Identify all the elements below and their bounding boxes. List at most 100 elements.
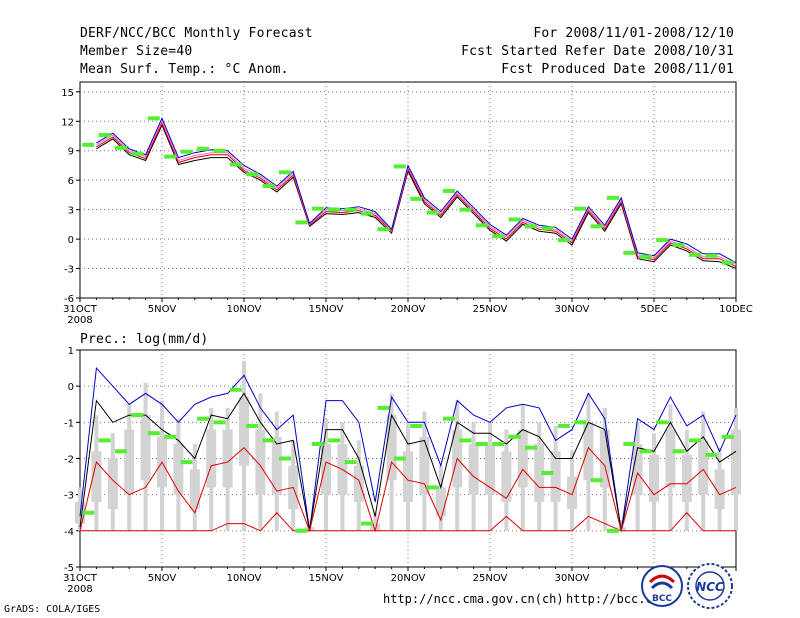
prec-ensemble-marker <box>361 521 373 526</box>
prec-ensemble-marker <box>639 449 652 454</box>
prec-whisker <box>619 519 624 531</box>
grads-credit: GrADS: COLA/IGES <box>4 604 101 615</box>
prec-box <box>353 465 364 502</box>
temp-xtick-label: 30NOV <box>555 304 590 315</box>
prec-ensemble-marker <box>525 445 537 450</box>
prec-xtick-label: 31OCT <box>63 573 98 584</box>
prec-ytick-label: -1 <box>64 418 74 429</box>
chart-title: DERF/NCC/BCC Monthly Forecast <box>80 26 313 41</box>
temp-ensemble-marker <box>295 220 308 225</box>
temp-ytick-label: 3 <box>68 206 74 217</box>
temp-ensemble-marker <box>82 142 95 147</box>
prec-whisker <box>373 512 378 531</box>
ncc-url-link[interactable]: http://ncc.cma.gov.cn(ch) <box>383 592 564 606</box>
temp-year-label: 2008 <box>67 315 92 326</box>
temp-ensemble-marker <box>279 170 291 175</box>
temp-ensemble-marker <box>426 210 439 215</box>
prec-series-red-low <box>80 512 736 532</box>
prec-box <box>517 429 528 488</box>
prec-box <box>534 444 545 502</box>
prec-box <box>567 476 577 510</box>
temp-ensemble-marker <box>98 133 111 138</box>
prec-box <box>271 436 282 495</box>
temp-ensemble-marker <box>475 223 488 228</box>
prec-box <box>583 422 594 481</box>
temp-ensemble-marker <box>541 226 554 231</box>
temp-ensemble-marker <box>574 206 587 211</box>
temp-ensemble-marker <box>410 196 423 201</box>
prec-box <box>206 429 217 488</box>
temp-xtick-label: 15NOV <box>309 304 344 315</box>
temp-ensemble-marker <box>639 254 652 259</box>
prec-year-label: 2008 <box>67 584 92 595</box>
prec-ensemble-marker <box>574 420 587 425</box>
temp-ensemble-marker <box>164 154 177 159</box>
temp-ensemble-marker <box>361 211 373 216</box>
prec-ensemble-marker <box>82 510 95 515</box>
temp-ensemble-marker <box>705 253 718 258</box>
temp-ytick-label: 15 <box>61 88 74 99</box>
prec-box <box>714 469 725 510</box>
prec-whisker <box>307 519 312 531</box>
temp-ytick-label: 9 <box>68 147 74 158</box>
prec-xtick-label: 30NOV <box>555 573 590 584</box>
prec-ensemble-marker <box>229 387 242 392</box>
prec-ensemble-marker <box>705 452 718 457</box>
prec-ensemble-marker <box>492 442 505 447</box>
prec-ensemble-marker <box>164 434 177 439</box>
temp-ensemble-marker <box>229 162 242 167</box>
forecast-start-date: Fcst Started Refer Date 2008/10/31 <box>461 44 734 59</box>
temp-ensemble-marker <box>262 184 275 189</box>
temp-series-red <box>96 121 737 268</box>
bcc-logo-icon: BCC <box>641 565 683 607</box>
temp-ensemble-marker <box>508 217 521 222</box>
prec-ensemble-marker <box>279 456 291 461</box>
variable-label: Mean Surf. Temp.: °C Anom. <box>80 62 289 77</box>
temp-ensemble-marker <box>147 116 160 121</box>
prec-ensemble-marker <box>344 460 357 465</box>
prec-ensemble-marker <box>180 460 193 465</box>
prec-ensemble-marker <box>557 423 570 428</box>
prec-box <box>665 429 676 488</box>
prec-box <box>468 444 479 495</box>
prec-ensemble-marker <box>672 449 685 454</box>
temp-ensemble-marker <box>656 238 669 243</box>
prec-box <box>173 444 184 495</box>
forecast-period: For 2008/11/01-2008/12/10 <box>533 26 734 41</box>
temp-xtick-label: 5NOV <box>148 304 177 315</box>
temp-series-magenta <box>96 120 737 266</box>
bcc-url-link[interactable]: http://bcc.c <box>566 592 653 606</box>
temp-ensemble-marker <box>328 207 341 212</box>
temp-ensemble-marker <box>115 145 127 150</box>
prec-ensemble-marker <box>410 423 423 428</box>
prec-xtick-label: 20NOV <box>391 573 426 584</box>
prec-box <box>599 429 610 488</box>
temp-ensemble-marker <box>213 148 226 153</box>
temp-xtick-label: 10NOV <box>227 304 262 315</box>
temp-ytick-label: 12 <box>61 117 74 128</box>
prec-box <box>681 454 692 502</box>
prec-xtick-label: 25NOV <box>473 573 508 584</box>
prec-box <box>222 429 233 488</box>
temp-ensemble-marker <box>623 250 636 255</box>
prec-series-red <box>79 446 737 533</box>
temp-ytick-label: -6 <box>64 294 74 305</box>
temp-xtick-label: 10DEC <box>719 304 753 315</box>
prec-series-blue <box>79 366 737 531</box>
prec-ytick-label: -2 <box>64 455 74 466</box>
prec-ensemble-marker <box>656 420 669 425</box>
prec-ensemble-marker <box>721 434 734 439</box>
ncc-logo-text: NCC <box>696 580 724 594</box>
prec-box <box>239 397 249 466</box>
temp-ensemble-marker <box>393 164 406 169</box>
temp-ensemble-marker <box>311 206 324 211</box>
temp-ensemble-marker <box>672 242 685 247</box>
temp-series-blue <box>96 117 737 264</box>
prec-box <box>632 444 643 495</box>
temp-ensemble-marker <box>689 252 701 257</box>
prec-box <box>140 415 151 481</box>
prec-series-black <box>79 392 737 531</box>
prec-ensemble-marker <box>98 438 111 443</box>
